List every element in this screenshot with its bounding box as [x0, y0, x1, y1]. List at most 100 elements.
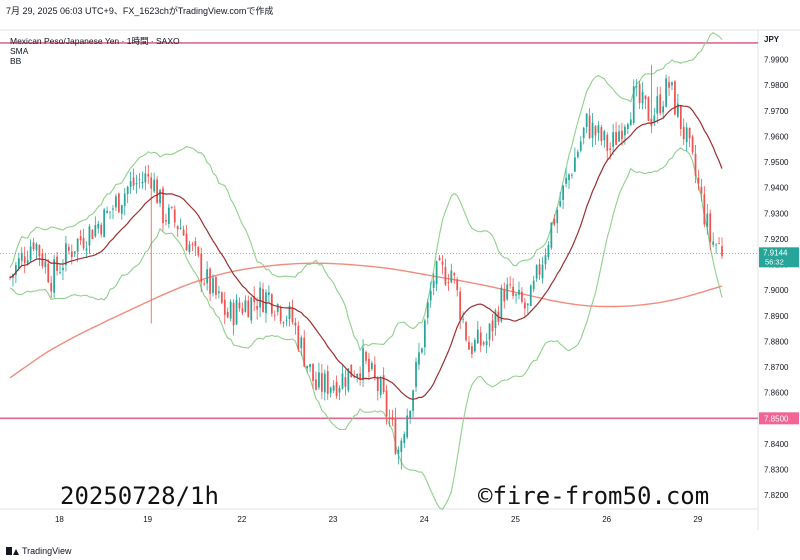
candle-body — [421, 348, 423, 353]
candle-body — [403, 434, 406, 444]
candle-body — [120, 205, 123, 214]
currency-label: JPY — [764, 35, 780, 44]
candle-body — [379, 378, 382, 395]
y-tick-label: 7.8200 — [764, 491, 789, 500]
candle-body — [594, 126, 597, 136]
candle-body — [141, 181, 144, 184]
legend-symbol[interactable]: Mexican Peso/Japanese Yen · 1時間 · SAXO — [10, 36, 180, 46]
candle-body — [665, 78, 667, 107]
candle-body — [700, 186, 703, 194]
candle-body — [576, 151, 579, 158]
y-tick-label: 7.9700 — [764, 107, 789, 116]
sma-short-line — [9, 104, 723, 400]
candle-body — [432, 280, 435, 289]
candle-body — [512, 286, 514, 296]
candle-body — [276, 304, 279, 312]
level-price-tag — [759, 412, 799, 425]
candle-body — [385, 390, 388, 417]
legend-sma[interactable]: SMA — [10, 46, 29, 56]
candle-body — [17, 258, 20, 269]
candle-body — [173, 209, 176, 223]
candle-body — [247, 300, 250, 318]
candle-body — [115, 196, 117, 208]
candle-body — [165, 219, 167, 222]
candle-body — [685, 127, 688, 143]
candle-body — [591, 122, 594, 139]
candle-body — [197, 246, 200, 256]
candle-body — [556, 209, 559, 223]
bar-countdown-label: 56:32 — [765, 257, 784, 266]
candle-body — [397, 450, 400, 455]
tradingview-logo[interactable]: TradingView — [6, 546, 72, 556]
candle-body — [97, 223, 100, 229]
candle-body — [185, 233, 188, 251]
candle-body — [482, 342, 485, 345]
candle-body — [123, 193, 126, 207]
candle-body — [323, 373, 326, 393]
candle-body — [635, 86, 638, 88]
candle-body — [238, 302, 241, 309]
candle-body — [220, 292, 223, 303]
candle-body — [244, 300, 247, 312]
candle-body — [212, 277, 214, 294]
candle-body — [400, 440, 403, 452]
candle-body — [35, 243, 38, 251]
candle-body — [500, 287, 503, 322]
candle-body — [715, 244, 717, 246]
date-timeframe-overlay: 20250728/1h — [60, 482, 219, 510]
candle-body — [618, 131, 620, 142]
candle-body — [382, 375, 385, 392]
candle-body — [571, 174, 573, 176]
candle-body — [291, 307, 294, 323]
candle-body — [603, 131, 606, 141]
candle-body — [674, 81, 676, 115]
candle-body — [167, 207, 170, 224]
candle-body — [597, 125, 600, 133]
candle-body — [691, 136, 694, 153]
candle-body — [209, 268, 211, 294]
candle-body — [671, 82, 673, 86]
bb-upper-band — [9, 32, 723, 352]
x-tick-label: 26 — [602, 515, 611, 524]
candle-body — [509, 284, 512, 286]
candle-body — [332, 385, 335, 391]
y-tick-label: 7.9900 — [764, 56, 789, 65]
candle-body — [462, 319, 464, 321]
candle-body — [91, 229, 94, 239]
candle-body — [326, 371, 329, 394]
candle-body — [526, 303, 529, 306]
candle-body — [626, 124, 629, 129]
candle-body — [159, 189, 161, 204]
candle-body — [315, 379, 317, 390]
candle-body — [515, 294, 517, 296]
x-tick-label: 19 — [143, 515, 152, 524]
y-tick-label: 7.8700 — [764, 363, 789, 372]
candle-body — [47, 263, 50, 283]
candle-body — [50, 282, 53, 292]
candle-body — [706, 213, 709, 227]
candle-body — [703, 194, 706, 225]
tradingview-brand: TradingView — [22, 546, 72, 556]
candle-body — [270, 294, 273, 314]
candle-body — [288, 305, 291, 320]
candle-body — [376, 379, 379, 392]
candle-body — [44, 261, 47, 267]
candle-body — [579, 141, 582, 151]
candle-body — [538, 264, 541, 275]
x-tick-label: 23 — [329, 515, 338, 524]
candle-body — [241, 308, 244, 314]
y-tick-label: 7.9800 — [764, 81, 789, 90]
candle-body — [32, 242, 35, 250]
legend-bb[interactable]: BB — [10, 56, 22, 66]
candle-body — [341, 373, 344, 389]
candle-body — [23, 256, 26, 264]
candle-body — [456, 279, 459, 291]
candle-body — [391, 417, 394, 420]
candle-body — [644, 95, 647, 100]
candle-body — [112, 208, 114, 210]
candle-body — [359, 373, 361, 379]
candle-body — [585, 113, 588, 128]
candle-body — [562, 185, 565, 200]
candle-body — [612, 132, 615, 147]
